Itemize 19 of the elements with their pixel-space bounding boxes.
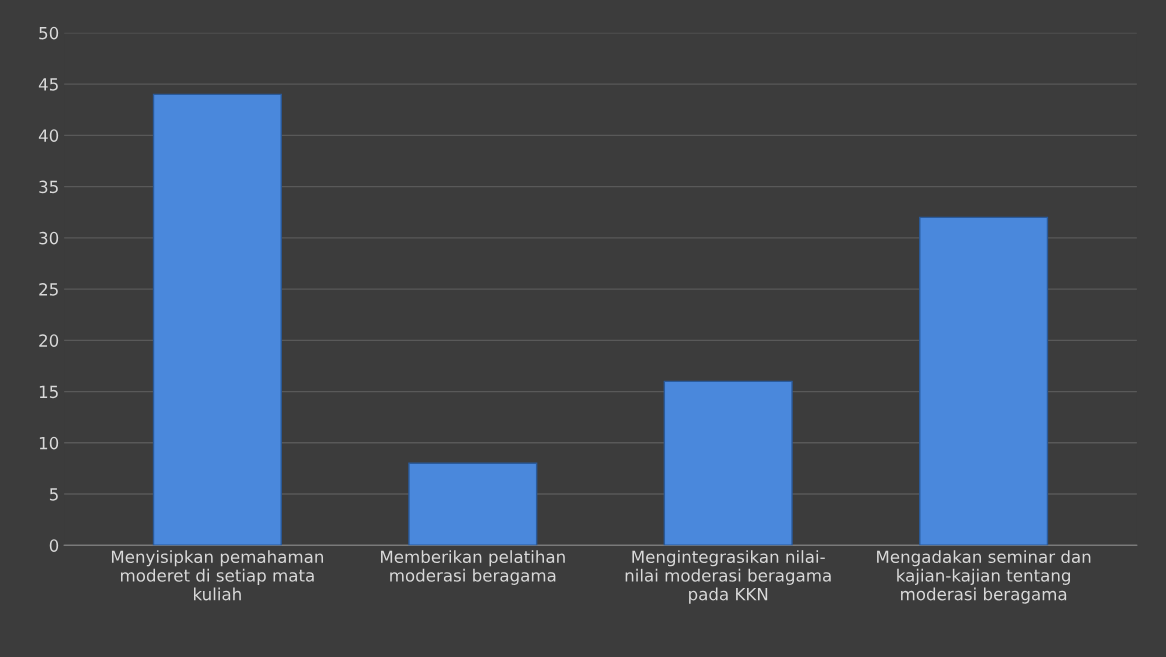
y-tick-label: 25 — [39, 283, 58, 296]
x-tick-label: Mengadakan seminar dan kajian-kajian tentang moderasi beragama — [877, 550, 1091, 604]
y-tick-label: 45 — [38, 78, 58, 91]
bar — [152, 93, 282, 546]
x-tick-label: Memberikan pelatihan moderasi beragama — [381, 550, 565, 585]
y-tick-label: 5 — [49, 488, 58, 501]
y-tick-label: 15 — [39, 385, 58, 399]
x-tick-label: Menyisipkan pemahaman moderet di setiap mata kuliah — [111, 550, 323, 601]
y-tick-label: 0 — [49, 539, 59, 552]
y-tick-label: 30 — [39, 231, 59, 245]
y-tick-label: 35 — [39, 180, 58, 194]
bar — [919, 216, 1049, 546]
bar — [663, 380, 793, 546]
y-tick-label: 20 — [39, 334, 59, 347]
y-tick-label: 50 — [39, 26, 59, 40]
y-tick-label: 10 — [39, 436, 59, 450]
bar — [408, 462, 538, 546]
x-tick-label: Mengintegrasikan nilai- nilai moderasi beragama pada KKN — [625, 550, 831, 604]
y-tick-label: 40 — [38, 129, 59, 142]
